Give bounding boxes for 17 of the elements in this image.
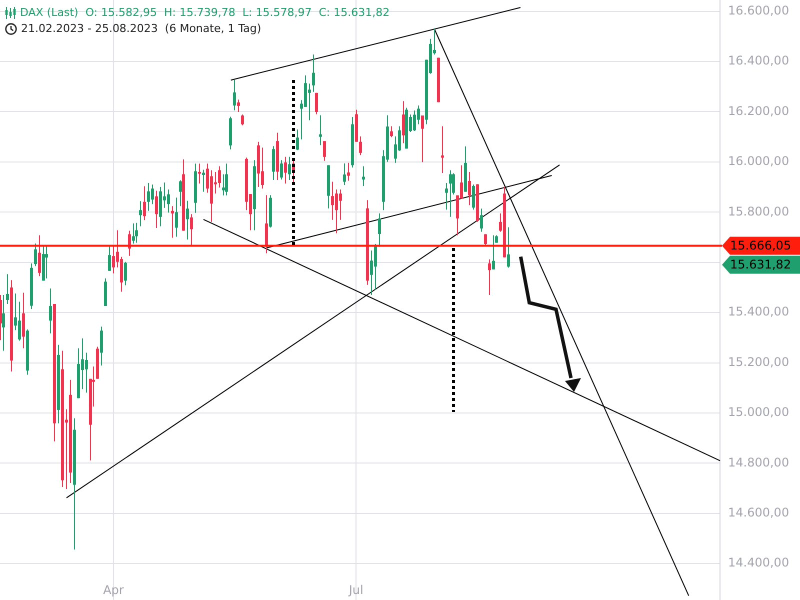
y-tick-label: 14.400,00 xyxy=(728,556,790,570)
ref-line-label: 15.666,05 xyxy=(730,238,792,252)
y-tick-label: 16.000,00 xyxy=(728,154,790,168)
y-tick-label: 16.400,00 xyxy=(728,54,790,68)
y-tick-label: 16.200,00 xyxy=(728,104,790,118)
text: 21.02.2023 - 25.08.2023 (6 Monate, 1 Tag) xyxy=(21,21,262,37)
y-tick-label: 15.400,00 xyxy=(728,304,790,319)
text: 15.631,82 xyxy=(730,257,792,272)
y-tick-label: 14.600,00 xyxy=(728,506,790,520)
x-tick-label: Apr xyxy=(103,582,124,597)
y-tick-label: 15.800,00 xyxy=(728,204,790,218)
y-tick-label: 14.800,00 xyxy=(728,455,790,470)
text: DAX (Last) O: 15.582,95 H: 15.739,78 L: 15.578,97 C: 15.631,82 xyxy=(20,5,390,21)
y-tick-label: 15.000,00 xyxy=(728,405,790,420)
x-tick-label: Jul xyxy=(348,582,364,597)
y-tick-label: 15.200,00 xyxy=(728,354,790,369)
y-tick-label: 16.600,00 xyxy=(728,3,790,18)
